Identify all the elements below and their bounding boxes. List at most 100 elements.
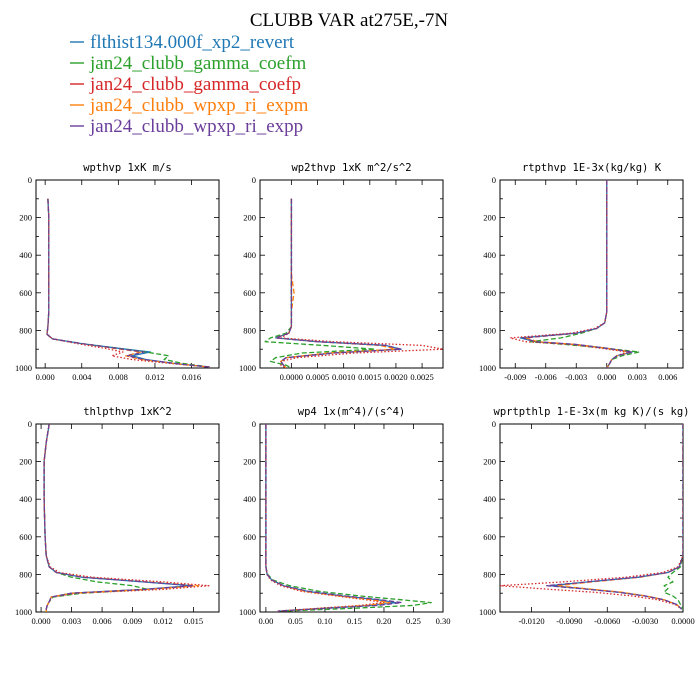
series-line (280, 198, 443, 368)
x-tick-label: 0.009 (123, 616, 142, 626)
x-tick-label: 0.012 (154, 616, 173, 626)
x-tick-label: 0.25 (406, 616, 421, 626)
panel: wpthvp 1xK m/s 0 200 400 600 800 1000 0.000 0.00… (15, 162, 220, 382)
plot-frame (499, 423, 684, 613)
x-tick-label: -0.009 (504, 372, 526, 382)
x-tick-label: 0.006 (93, 616, 112, 626)
y-tick-label: 1000 (15, 607, 32, 617)
x-tick-label: 0.0000 (280, 372, 303, 382)
x-tick-label: 0.000 (32, 616, 51, 626)
series-line (663, 424, 683, 610)
series-line (500, 424, 683, 610)
series-line (43, 424, 210, 612)
panel-title: wpthvp 1xK m/s (83, 162, 172, 174)
y-tick-label: 200 (19, 213, 32, 223)
legend: flthist134.000f_xp2_revert jan24_clubb_ga… (70, 32, 309, 137)
y-tick-label: 800 (483, 569, 496, 579)
y-tick-label: 800 (483, 325, 496, 335)
y-tick-label: 600 (19, 532, 32, 542)
x-tick-label: 0.10 (317, 616, 332, 626)
panel-title: wp4 1x(m^4)/(s^4) (298, 406, 405, 418)
y-tick-label: 600 (19, 288, 32, 298)
panel-title: rtpthvp 1E-3x(kg/kg) K (522, 162, 662, 174)
panel: rtpthvp 1E-3x(kg/kg) K02004006008001000-… (479, 162, 684, 382)
plot-frame (259, 179, 444, 369)
y-tick-label: 200 (19, 457, 32, 467)
x-tick-label: 0.05 (288, 616, 303, 626)
x-tick-label: -0.006 (535, 372, 557, 382)
x-tick-label: 0.006 (658, 372, 677, 382)
plot-frame (259, 423, 444, 613)
series-line (522, 180, 633, 368)
x-tick-label: -0.0030 (632, 616, 658, 626)
series-line (529, 180, 640, 368)
y-tick-label: 800 (243, 325, 256, 335)
y-tick-label: 600 (483, 532, 496, 542)
y-tick-label: 800 (243, 569, 256, 579)
y-tick-label: 0 (492, 419, 496, 429)
x-tick-label: 0.003 (62, 616, 81, 626)
y-tick-label: 400 (243, 250, 256, 260)
y-tick-label: 400 (243, 494, 256, 504)
x-tick-label: 0.0000 (671, 616, 694, 626)
x-tick-label: 0.0015 (358, 372, 381, 382)
series-line (265, 424, 403, 612)
x-tick-label: -0.0060 (594, 616, 620, 626)
x-tick-label: 0.008 (109, 372, 128, 382)
y-tick-label: 200 (243, 213, 256, 223)
y-tick-label: 1000 (15, 363, 32, 373)
y-tick-label: 0 (28, 419, 32, 429)
y-tick-label: 1000 (479, 363, 496, 373)
series-line (265, 424, 432, 612)
y-tick-label: 0 (252, 419, 256, 429)
x-tick-label: 0.0005 (306, 372, 329, 382)
series-line (43, 424, 195, 612)
series-line (265, 424, 397, 612)
series-line (556, 424, 683, 610)
legend-entry: jan24_clubb_gamma_coefp (89, 74, 301, 95)
series-line (546, 424, 683, 610)
y-tick-label: 0 (28, 175, 32, 185)
series-line (46, 198, 210, 368)
y-tick-label: 600 (243, 532, 256, 542)
x-tick-label: 0.000 (597, 372, 616, 382)
series-line (43, 424, 149, 612)
x-tick-label: 0.0025 (410, 372, 433, 382)
series-line (275, 198, 402, 368)
y-tick-label: 800 (19, 569, 32, 579)
x-tick-label: 0.15 (347, 616, 362, 626)
y-tick-label: 1000 (239, 363, 256, 373)
plot-frame (35, 179, 220, 369)
x-tick-label: 0.003 (628, 372, 647, 382)
y-tick-label: 1000 (479, 607, 496, 617)
y-tick-label: 200 (243, 457, 256, 467)
y-tick-label: 400 (19, 250, 32, 260)
y-tick-label: 400 (483, 494, 496, 504)
panel: wp2thvp 1xK m^2/s^2 0 200 400 600 800 1000 0.00… (239, 162, 444, 382)
x-tick-label: 0.016 (182, 372, 201, 382)
x-tick-label: 0.20 (377, 616, 392, 626)
figure-title: CLUBB VAR at275E,-7N (250, 10, 449, 31)
legend-entry: flthist134.000f_xp2_revert (90, 32, 295, 53)
x-tick-label: 0.0020 (384, 372, 407, 382)
y-tick-label: 800 (19, 325, 32, 335)
y-tick-label: 0 (492, 175, 496, 185)
y-tick-label: 600 (243, 288, 256, 298)
x-tick-label: 0.30 (436, 616, 451, 626)
x-tick-label: 0.00 (258, 616, 273, 626)
x-tick-label: -0.0120 (518, 616, 544, 626)
y-tick-label: 0 (252, 175, 256, 185)
x-tick-label: 0.015 (184, 616, 203, 626)
panel-title: thlpthvp 1xK^2 (83, 406, 172, 418)
x-tick-label: 0.004 (72, 372, 92, 382)
x-tick-label: 0.0010 (332, 372, 355, 382)
x-tick-label: -0.0090 (556, 616, 582, 626)
series-line (265, 424, 391, 612)
series-line (524, 180, 632, 368)
x-tick-label: 0.012 (145, 372, 164, 382)
legend-entry: jan24_clubb_wpxp_ri_expm (89, 95, 309, 116)
y-tick-label: 400 (483, 250, 496, 260)
